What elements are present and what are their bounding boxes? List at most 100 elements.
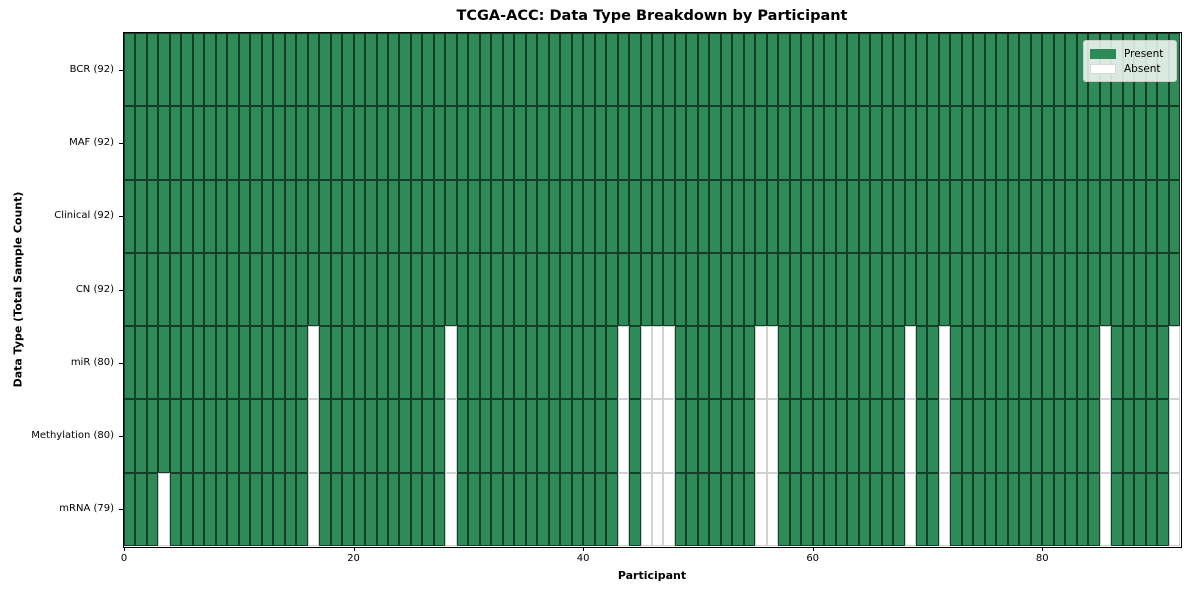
heatmap-cell (376, 472, 388, 546)
heatmap-cell (284, 472, 297, 546)
heatmap-cell (1042, 399, 1054, 473)
heatmap-cell (365, 106, 377, 180)
heatmap-cell (789, 106, 802, 180)
heatmap-cell (950, 252, 962, 327)
heatmap-cell (789, 33, 802, 107)
heatmap-cell (319, 472, 331, 546)
heatmap-cell (181, 33, 193, 107)
heatmap-cell (342, 33, 354, 107)
heatmap-cell (376, 106, 388, 180)
y-tick-mark (119, 289, 123, 291)
heatmap-cell (961, 399, 974, 473)
heatmap-cell (192, 326, 205, 400)
heatmap-cell (537, 106, 549, 180)
heatmap-cell (881, 326, 894, 400)
heatmap-cell (629, 106, 641, 180)
x-tick-label: 20 (347, 553, 360, 564)
heatmap-cell (1030, 326, 1043, 400)
heatmap-cell (537, 472, 549, 546)
heatmap-cell (663, 399, 675, 473)
heatmap-cell (812, 326, 825, 400)
heatmap-cell (732, 179, 744, 253)
heatmap-cell (720, 179, 733, 253)
heatmap-cell (456, 326, 469, 400)
heatmap-cell (399, 179, 411, 253)
heatmap-cell (881, 179, 894, 253)
heatmap-cell (1157, 106, 1169, 180)
heatmap-cell (778, 326, 790, 400)
heatmap-cell (697, 399, 710, 473)
heatmap-cell (893, 326, 905, 400)
heatmap-cell (146, 472, 159, 546)
heatmap-cell (376, 326, 388, 400)
heatmap-cell (686, 472, 698, 546)
heatmap-cell (640, 33, 652, 107)
heatmap-cell (1065, 33, 1077, 107)
heatmap-cell (227, 179, 239, 253)
heatmap-cell (273, 252, 285, 327)
heatmap-cell (284, 33, 297, 107)
heatmap-cell (158, 472, 170, 546)
heatmap-cell (996, 252, 1008, 327)
heatmap-cell (261, 106, 274, 180)
heatmap-cell (181, 399, 193, 473)
heatmap-cell (720, 33, 733, 107)
heatmap-cell (1076, 399, 1089, 473)
heatmap-cell (250, 252, 262, 327)
heatmap-cell (227, 33, 239, 107)
heatmap-cell (594, 472, 607, 546)
heatmap-cell (238, 472, 251, 546)
heatmap-cell (743, 252, 756, 327)
heatmap-cell (1053, 106, 1066, 180)
y-tick-mark (119, 362, 123, 364)
heatmap-cell (491, 399, 503, 473)
heatmap-cell (388, 106, 400, 180)
heatmap-cell (663, 106, 675, 180)
heatmap-cell (674, 399, 687, 473)
heatmap-cell (766, 106, 779, 180)
heatmap-cell (204, 472, 216, 546)
heatmap-cell (594, 179, 607, 253)
heatmap-cell (674, 472, 687, 546)
heatmap-cell (984, 33, 997, 107)
heatmap-cell (950, 326, 962, 400)
heatmap-cell (697, 472, 710, 546)
heatmap-cell (296, 326, 308, 400)
heatmap-cell (514, 106, 526, 180)
heatmap-cell (881, 472, 894, 546)
heatmap-cell (353, 252, 366, 327)
heatmap-cell (422, 326, 434, 400)
heatmap-cell (307, 106, 320, 180)
heatmap-cell (961, 179, 974, 253)
heatmap-cell (1030, 106, 1043, 180)
heatmap-cell (778, 399, 790, 473)
heatmap-cell (755, 33, 767, 107)
heatmap-cell (468, 252, 480, 327)
heatmap-cell (870, 252, 882, 327)
heatmap-cell (525, 106, 538, 180)
heatmap-cell (146, 399, 159, 473)
heatmap-cell (135, 472, 147, 546)
heatmap-cell (1053, 399, 1066, 473)
heatmap-cell (1157, 252, 1169, 327)
heatmap-cell (640, 106, 652, 180)
heatmap-cell (743, 33, 756, 107)
heatmap-cell (996, 472, 1008, 546)
heatmap-cell (824, 179, 836, 253)
heatmap-cell (330, 33, 343, 107)
heatmap-cell (284, 252, 297, 327)
heatmap-cell (1157, 179, 1169, 253)
heatmap-cell (629, 326, 641, 400)
heatmap-cell (250, 33, 262, 107)
heatmap-cell (801, 179, 813, 253)
heatmap-cell (904, 399, 916, 473)
heatmap-cell (743, 179, 756, 253)
heatmap-cell (594, 399, 607, 473)
heatmap-cell (227, 326, 239, 400)
heatmap-cell (732, 33, 744, 107)
heatmap-cell (617, 106, 630, 180)
heatmap-cell (146, 106, 159, 180)
heatmap-cell (663, 326, 675, 400)
heatmap-cell (215, 252, 228, 327)
heatmap-cell (640, 472, 652, 546)
